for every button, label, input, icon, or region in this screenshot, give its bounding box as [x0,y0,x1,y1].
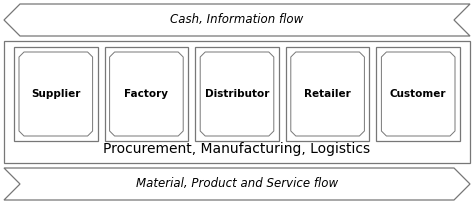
Polygon shape [382,52,455,136]
Bar [286,47,369,141]
Polygon shape [4,168,470,200]
Bar [4,41,470,163]
Polygon shape [109,52,183,136]
Bar [195,47,279,141]
Text: Retailer: Retailer [304,89,351,99]
Text: Factory: Factory [124,89,168,99]
Polygon shape [4,4,470,36]
Polygon shape [19,52,92,136]
Text: Customer: Customer [390,89,447,99]
Text: Distributor: Distributor [205,89,269,99]
Bar [105,47,188,141]
Text: Material, Product and Service flow: Material, Product and Service flow [136,177,338,191]
Text: Procurement, Manufacturing, Logistics: Procurement, Manufacturing, Logistics [103,142,371,156]
Text: Supplier: Supplier [31,89,81,99]
Polygon shape [291,52,365,136]
Text: Cash, Information flow: Cash, Information flow [170,13,304,27]
Polygon shape [200,52,274,136]
Bar [14,47,98,141]
Bar [376,47,460,141]
